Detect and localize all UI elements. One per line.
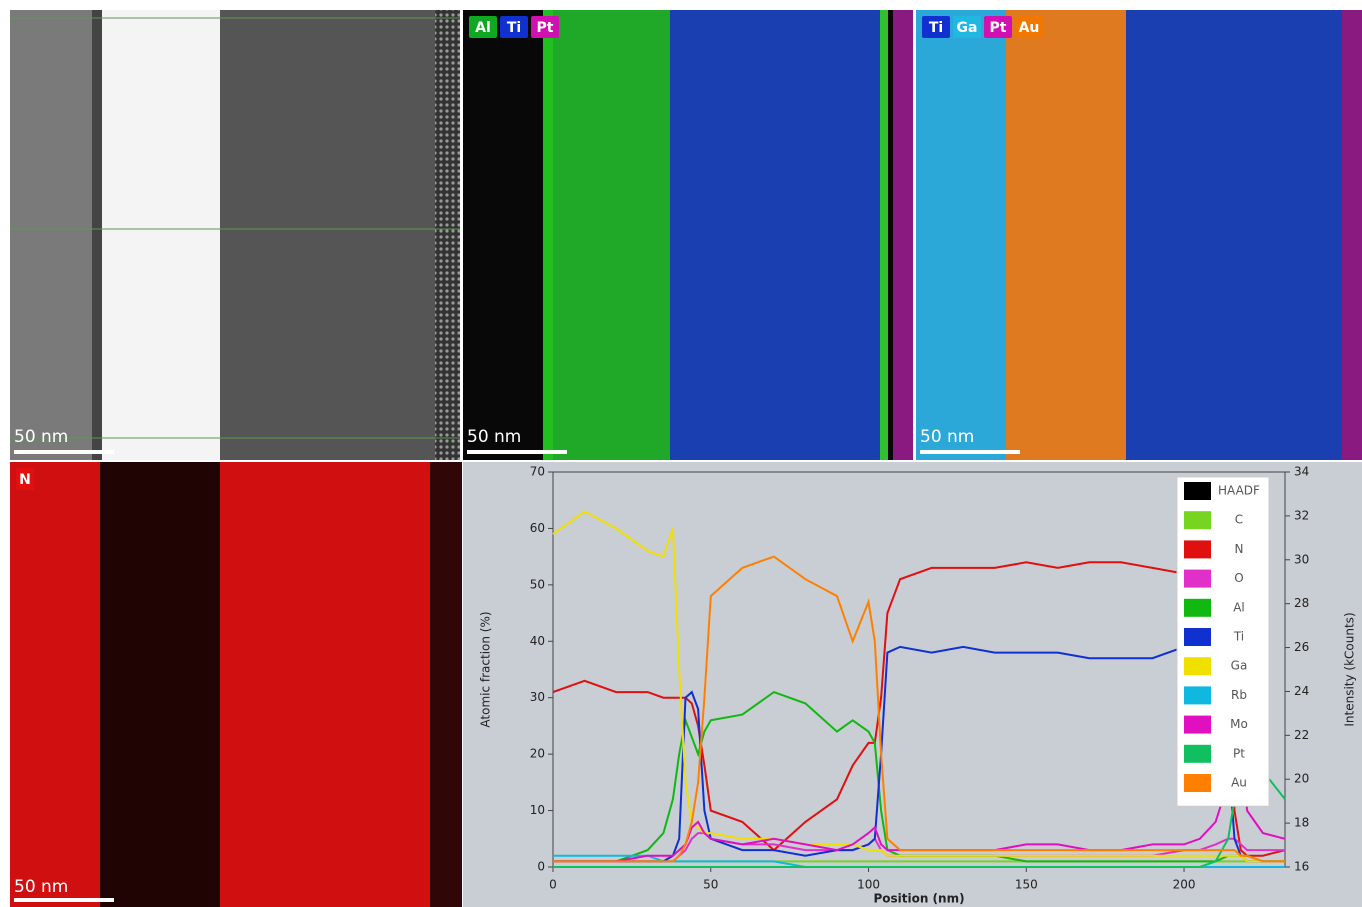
legend-label: N (1235, 542, 1244, 556)
legend-label: Ga (1231, 659, 1248, 673)
label-box (1015, 16, 1043, 38)
label-text: Ti (929, 20, 943, 36)
legend-swatch (1184, 744, 1211, 763)
y2-tick-label: 34 (1294, 465, 1309, 479)
x-tick-label: 0 (549, 878, 557, 892)
legend-label: Al (1233, 600, 1245, 614)
y-axis-label: Atomic fraction (%) (479, 611, 493, 727)
eds-map-ti-ga-pt-au (916, 10, 1362, 460)
series-line (553, 722, 1286, 868)
x-tick-label: 200 (1173, 878, 1196, 892)
label-box (500, 16, 528, 38)
legend-swatch (1184, 686, 1211, 705)
label-text: Ga (957, 20, 978, 36)
y-tick-label: 60 (530, 521, 545, 535)
legend-label: C (1235, 513, 1243, 527)
y2-tick-label: 30 (1294, 552, 1309, 566)
scale-bar (14, 450, 114, 454)
scale-bar (920, 450, 1020, 454)
y-tick-label: 70 (530, 465, 545, 479)
label-text: Au (1019, 20, 1040, 36)
legend-label: Rb (1231, 688, 1247, 702)
legend-swatch (1184, 628, 1211, 646)
y2-tick-label: 28 (1294, 596, 1309, 610)
label-text: Al (475, 20, 491, 36)
y-tick-label: 30 (530, 690, 545, 704)
label-box (984, 16, 1012, 38)
label-box (953, 16, 981, 38)
legend-swatch (1184, 715, 1211, 734)
legend-label: HAADF (1218, 484, 1260, 498)
scale-bar-label: 50 nm (920, 427, 974, 447)
legend-label: Au (1231, 776, 1247, 790)
eds-map-n (10, 462, 462, 907)
x-tick-label: 150 (1015, 878, 1038, 892)
x-tick-label: 50 (703, 878, 718, 892)
legend-swatch (1184, 511, 1211, 530)
y2-tick-label: 18 (1294, 816, 1309, 830)
y2-axis-label: Intensity (kCounts) (1343, 612, 1357, 726)
y2-tick-label: 32 (1294, 508, 1309, 522)
legend-label: Pt (1233, 746, 1245, 760)
panel-labels: 50 nm Al Ti Pt 50 nm Ti Ga Pt Au 50 nm N 50 nm (14, 16, 1043, 902)
y2-tick-label: 16 (1294, 860, 1309, 874)
series-line (553, 728, 1286, 863)
series-line (553, 690, 1285, 863)
y2-tick-label: 26 (1294, 640, 1309, 654)
eds-map-al-ti-pt (463, 10, 913, 460)
scale-bar-label: 50 nm (14, 427, 68, 447)
label-box (469, 16, 497, 38)
line-chart: 0 10 20 30 40 50 60 70 16 18 20 22 24 26 28 30 32 34 0 50 10… (479, 465, 1357, 906)
series-line (552, 510, 1285, 863)
legend-label: Ti (1233, 630, 1244, 644)
y-tick-label: 50 (530, 577, 545, 591)
legend-swatch (1184, 657, 1211, 676)
legend-swatch (1184, 598, 1211, 617)
label-text: Ti (507, 20, 521, 36)
y-tick-label: 0 (537, 860, 545, 874)
legend-swatch (1184, 569, 1211, 588)
label-text: N (19, 472, 31, 488)
y2-tick-label: 24 (1294, 684, 1309, 698)
scale-bar-label: 50 nm (467, 427, 521, 447)
y-tick-label: 10 (530, 803, 545, 817)
x-tick-label: 100 (857, 878, 880, 892)
legend-swatch (1184, 774, 1211, 792)
label-text: Pt (990, 20, 1007, 36)
label-text: Pt (537, 20, 554, 36)
scale-bar (14, 898, 114, 902)
haadf-image (10, 10, 460, 460)
label-box (16, 468, 34, 490)
x-axis-label: Position (nm) (873, 892, 964, 906)
scale-bar-label: 50 nm (14, 877, 68, 897)
legend-swatch (1184, 482, 1211, 500)
label-box (531, 16, 559, 38)
y2-tick-label: 22 (1294, 728, 1309, 742)
scale-bar (467, 450, 567, 454)
legend-label: O (1234, 571, 1243, 585)
label-box (922, 16, 950, 38)
series-line (553, 555, 1285, 863)
y2-tick-label: 20 (1294, 772, 1309, 786)
y-tick-label: 40 (530, 634, 545, 648)
legend-label: Mo (1230, 717, 1248, 731)
y-tick-label: 20 (530, 747, 545, 761)
legend-swatch (1184, 540, 1211, 559)
